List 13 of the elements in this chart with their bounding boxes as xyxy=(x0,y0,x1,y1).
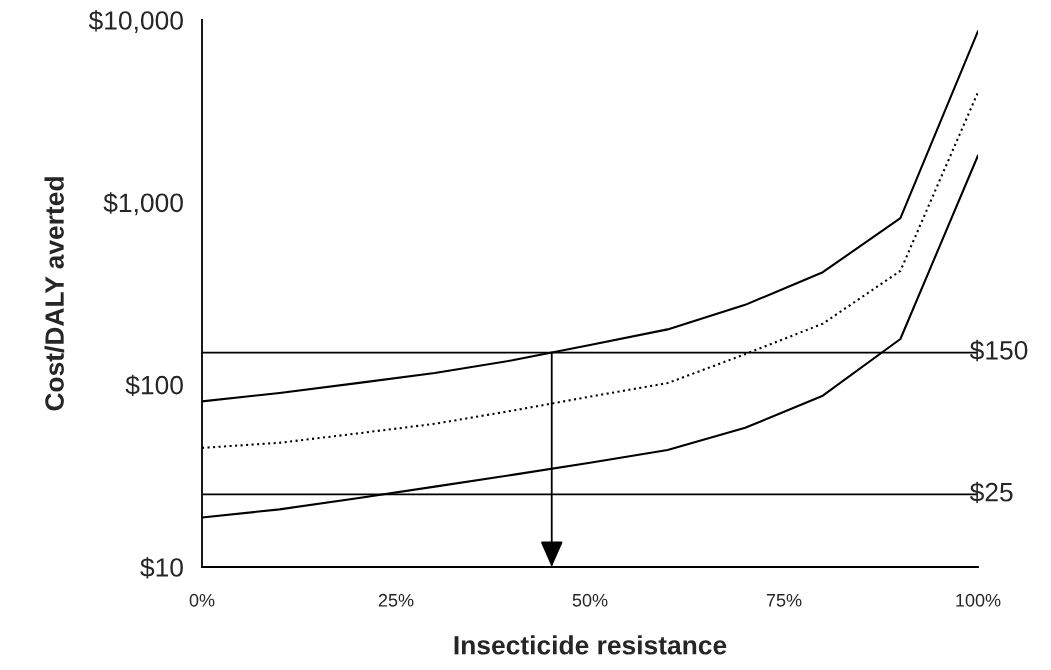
x-axis-title: Insecticide resistance xyxy=(454,635,727,655)
y-tick-label: $1,000 xyxy=(103,192,183,216)
y-axis-title: Cost/DALY averted xyxy=(44,177,65,411)
x-tick-label: 75% xyxy=(766,593,802,607)
y-tick-label: $10,000 xyxy=(88,10,183,33)
x-tick-label: 100% xyxy=(956,593,1001,607)
x-tick-label: 50% xyxy=(572,593,608,607)
ref-line-label: $150 xyxy=(969,339,1028,362)
y-tick-label: $10 xyxy=(140,557,183,579)
y-tick-label: $100 xyxy=(125,374,183,397)
x-tick-label: 25% xyxy=(378,593,414,607)
x-tick-label: 0% xyxy=(189,593,215,607)
ref-line-label: $25 xyxy=(969,481,1013,504)
